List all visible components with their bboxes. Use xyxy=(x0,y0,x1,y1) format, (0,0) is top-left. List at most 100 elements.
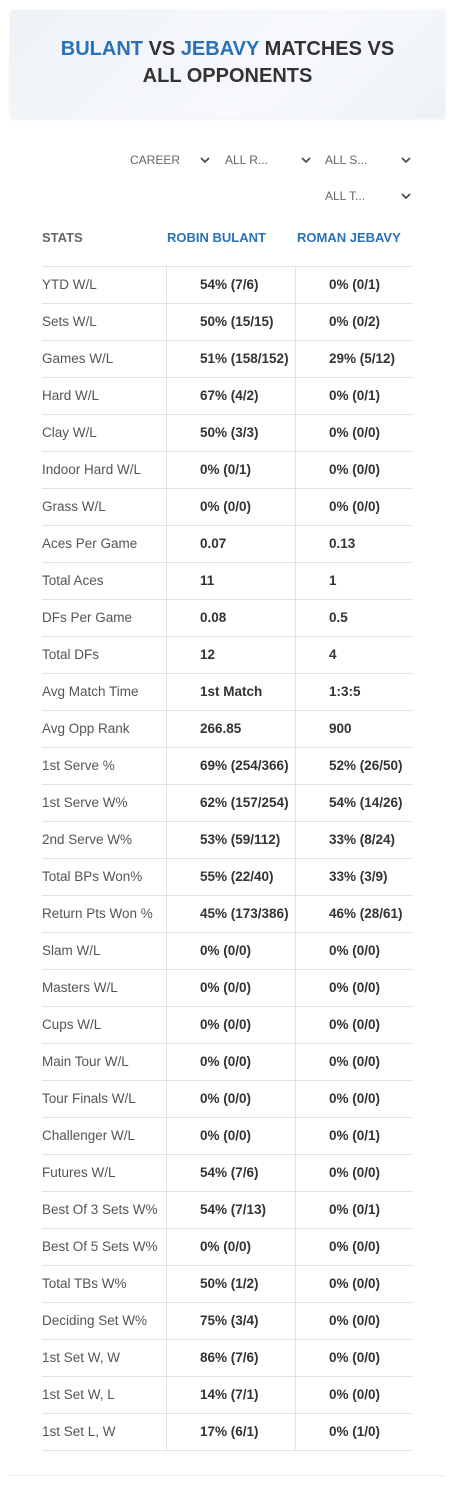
stats-row: YTD W/L 54% (7/6) 0% (0/1) xyxy=(42,266,413,303)
stats-row: Indoor Hard W/L 0% (0/1) 0% (0/0) xyxy=(42,451,413,488)
stats-row: Aces Per Game 0.07 0.13 xyxy=(42,525,413,562)
player2-value: 0% (0/0) xyxy=(329,1350,381,1365)
footer-line xyxy=(10,1475,445,1476)
player2-value: 46% (28/61) xyxy=(329,906,403,921)
stats-row: 1st Set W, L 14% (7/1) 0% (0/0) xyxy=(42,1376,413,1413)
stat-label: YTD W/L xyxy=(42,277,97,292)
stats-row: Masters W/L 0% (0/0) 0% (0/0) xyxy=(42,969,413,1006)
stat-label: Cups W/L xyxy=(42,1017,102,1032)
player2-value: 0% (0/0) xyxy=(329,499,381,514)
stats-row: 1st Serve W% 62% (157/254) 54% (14/26) xyxy=(42,784,413,821)
player1-value: 53% (59/112) xyxy=(166,822,296,858)
stat-label: Masters W/L xyxy=(42,980,118,995)
title: BULANT VS JEBAVY MATCHES VS ALL OPPONENT… xyxy=(40,36,415,90)
stat-label: Deciding Set W% xyxy=(42,1313,148,1328)
stats-row: Grass W/L 0% (0/0) 0% (0/0) xyxy=(42,488,413,525)
player1-value: 17% (6/1) xyxy=(166,1414,296,1450)
filter-label: ALL S... xyxy=(325,153,368,167)
player2-value: 0% (0/0) xyxy=(329,1165,381,1180)
stats-row: Total TBs W% 50% (1/2) 0% (0/0) xyxy=(42,1265,413,1302)
stats-row: Total DFs 12 4 xyxy=(42,636,413,673)
filter-dropdown[interactable]: ALL T... xyxy=(325,188,411,204)
stat-label: 1st Set W, W xyxy=(42,1350,121,1365)
chevron xyxy=(401,193,411,200)
stats-row: Avg Match Time 1st Match 1:3:5 xyxy=(42,673,413,710)
stat-label: 1st Serve W% xyxy=(42,795,128,810)
filter-dropdown[interactable]: ALL S... xyxy=(325,152,411,168)
player2-value: 0% (0/0) xyxy=(329,980,381,995)
player2-value: 0% (0/0) xyxy=(329,1091,381,1106)
player2-value: 0% (0/0) xyxy=(329,425,381,440)
player1-value: 0% (0/0) xyxy=(166,970,296,1006)
title-player: JEBAVY xyxy=(180,38,259,60)
player2-value: 0% (0/2) xyxy=(329,314,381,329)
player1-value: 0% (0/0) xyxy=(166,1007,296,1043)
stat-label: Best Of 5 Sets W% xyxy=(42,1239,158,1254)
stat-label: Hard W/L xyxy=(42,388,100,403)
player1-value: 54% (7/6) xyxy=(166,1155,296,1191)
player2-value: 1 xyxy=(329,573,337,588)
stat-label: Avg Opp Rank xyxy=(42,721,130,736)
stats-row: Cups W/L 0% (0/0) 0% (0/0) xyxy=(42,1006,413,1043)
player1-value: 50% (15/15) xyxy=(166,304,296,340)
player1-value: 45% (173/386) xyxy=(166,896,296,932)
player1-value: 0% (0/0) xyxy=(166,1081,296,1117)
stats-row: Hard W/L 67% (4/2) 0% (0/1) xyxy=(42,377,413,414)
chevron xyxy=(401,157,411,164)
player1-value: 54% (7/6) xyxy=(166,267,296,303)
column-header[interactable]: ROMAN JEBAVY xyxy=(297,230,401,245)
filter-dropdown[interactable]: ALL R... xyxy=(225,152,311,168)
player2-value: 33% (8/24) xyxy=(329,832,396,847)
player1-value: 11 xyxy=(166,563,296,599)
stat-label: Aces Per Game xyxy=(42,536,138,551)
stats-row: 2nd Serve W% 53% (59/112) 33% (8/24) xyxy=(42,821,413,858)
stat-label: Games W/L xyxy=(42,351,114,366)
player2-value: 29% (5/12) xyxy=(329,351,396,366)
player1-value: 0% (0/0) xyxy=(166,1118,296,1154)
player2-value: 1:3:5 xyxy=(329,684,361,699)
stat-label: Sets W/L xyxy=(42,314,97,329)
player1-value: 50% (3/3) xyxy=(166,415,296,451)
column-header[interactable]: ROBIN BULANT xyxy=(167,230,266,245)
stat-label: Total Aces xyxy=(42,573,104,588)
filter-label: ALL T... xyxy=(325,189,366,203)
chevron xyxy=(200,157,210,164)
stats-row: Best Of 3 Sets W% 54% (7/13) 0% (0/1) xyxy=(42,1191,413,1228)
stats-row: Challenger W/L 0% (0/0) 0% (0/1) xyxy=(42,1117,413,1154)
stat-label: 1st Set W, L xyxy=(42,1387,115,1402)
header-card: BULANT VS JEBAVY MATCHES VS ALL OPPONENT… xyxy=(10,10,445,118)
stats-row: Tour Finals W/L 0% (0/0) 0% (0/0) xyxy=(42,1080,413,1117)
player1-value: 266.85 xyxy=(166,711,296,747)
stat-label: DFs Per Game xyxy=(42,610,133,625)
player2-value: 0% (0/0) xyxy=(329,1054,381,1069)
stat-label: 1st Set L, W xyxy=(42,1424,116,1439)
stat-label: Return Pts Won % xyxy=(42,906,153,921)
player2-value: 54% (14/26) xyxy=(329,795,403,810)
stats-row: 1st Set L, W 17% (6/1) 0% (1/0) xyxy=(42,1413,413,1450)
player1-value: 69% (254/366) xyxy=(166,748,296,784)
player1-value: 1st Match xyxy=(166,674,296,710)
player1-value: 0.08 xyxy=(166,600,296,636)
player1-value: 0% (0/0) xyxy=(166,1229,296,1265)
stats-row: Return Pts Won % 45% (173/386) 46% (28/61) xyxy=(42,895,413,932)
filter-dropdown[interactable]: CAREER xyxy=(130,152,210,168)
stat-label: Total BPs Won% xyxy=(42,869,143,884)
stat-label: Main Tour W/L xyxy=(42,1054,129,1069)
stats-row: Avg Opp Rank 266.85 900 xyxy=(42,710,413,747)
player1-value: 54% (7/13) xyxy=(166,1192,296,1228)
stat-label: 2nd Serve W% xyxy=(42,832,133,847)
filter-label: ALL R... xyxy=(225,153,268,167)
player2-value: 0% (0/0) xyxy=(329,1313,381,1328)
player2-value: 0% (0/1) xyxy=(329,1128,381,1143)
player2-value: 33% (3/9) xyxy=(329,869,388,884)
stats-row: Deciding Set W% 75% (3/4) 0% (0/0) xyxy=(42,1302,413,1339)
stat-label: Slam W/L xyxy=(42,943,101,958)
stats-row: 1st Set W, W 86% (7/6) 0% (0/0) xyxy=(42,1339,413,1376)
stats-row: Slam W/L 0% (0/0) 0% (0/0) xyxy=(42,932,413,969)
title-text: MATCHES VS ALL OPPONENTS xyxy=(142,38,395,87)
player1-value: 0% (0/0) xyxy=(166,933,296,969)
stat-label: Total TBs W% xyxy=(42,1276,127,1291)
stat-label: 1st Serve % xyxy=(42,758,115,773)
